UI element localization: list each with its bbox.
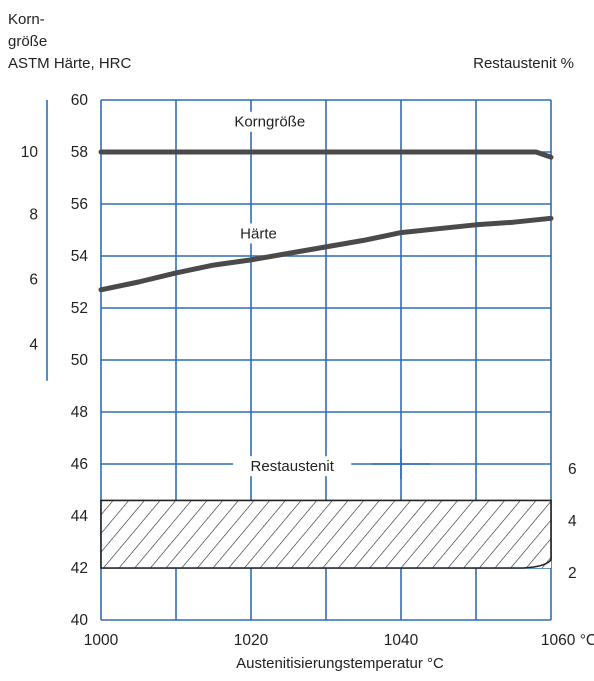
restaustenit-band bbox=[100, 499, 552, 569]
y-tick-label: 56 bbox=[71, 196, 88, 213]
y-tick-label: 60 bbox=[71, 92, 89, 109]
series-lines bbox=[98, 149, 554, 293]
grain-tick-label: 4 bbox=[29, 336, 38, 353]
y-tick-label: 48 bbox=[71, 404, 88, 421]
y-tick-label: 52 bbox=[71, 300, 88, 317]
series-label-haerte-bg bbox=[232, 223, 285, 244]
grain-tick-label: 6 bbox=[29, 271, 38, 288]
y-axis-ticks: 40 42 44 46 48 50 52 54 56 58 60 bbox=[71, 92, 89, 629]
x-axis-label: Austenitisierungstemperatur °C bbox=[236, 655, 444, 672]
restaustenit-tick-label: 6 bbox=[568, 461, 577, 478]
restaustenit-axis: 6 4 2 bbox=[568, 461, 577, 582]
header-left-line: ASTM Härte, HRC bbox=[8, 55, 132, 72]
x-axis-ticks: 1000 1020 1040 1060 °C bbox=[84, 632, 594, 649]
chart-header: Korn-größe ASTM Härte, HRC Restaustenit % bbox=[8, 11, 574, 72]
x-tick-label: 1020 bbox=[234, 632, 269, 649]
restaustenit-tick-label: 2 bbox=[568, 565, 577, 582]
restaustenit-axis-title: Restaustenit % bbox=[473, 55, 574, 72]
band-hatch bbox=[101, 500, 551, 568]
x-tick-label: 1040 bbox=[384, 632, 419, 649]
band-label-restaustenit-bg bbox=[233, 456, 352, 477]
y-tick-label: 44 bbox=[71, 508, 89, 525]
header-left-line: Korn- bbox=[8, 11, 45, 28]
series-label-korngroesse: Korngröße bbox=[234, 114, 305, 131]
y-tick-label: 58 bbox=[71, 144, 88, 161]
series-line-korngroesse bbox=[98, 149, 554, 160]
x-tick-label: 1060 °C bbox=[541, 632, 594, 649]
y-tick-label: 50 bbox=[71, 352, 89, 369]
x-tick-label: 1000 bbox=[84, 632, 119, 649]
band-label-restaustenit: Restaustenit bbox=[251, 458, 335, 475]
y-tick-label: 40 bbox=[71, 612, 89, 629]
grain-tick-label: 10 bbox=[21, 144, 39, 161]
series-label-haerte: Härte bbox=[240, 226, 277, 243]
grain-size-axis: 10 8 6 4 bbox=[21, 100, 48, 381]
header-left-line: größe bbox=[8, 33, 47, 50]
series-line-haerte bbox=[98, 215, 554, 293]
y-tick-label: 46 bbox=[71, 456, 88, 473]
series-label-korngroesse-bg bbox=[221, 111, 318, 132]
restaustenit-tick-label: 4 bbox=[568, 513, 577, 530]
y-tick-label: 54 bbox=[71, 248, 89, 265]
grain-tick-label: 8 bbox=[29, 206, 38, 223]
series-labels: Korngröße Härte Restaustenit bbox=[221, 111, 430, 479]
band-outline bbox=[100, 499, 552, 569]
y-tick-label: 42 bbox=[71, 560, 88, 577]
